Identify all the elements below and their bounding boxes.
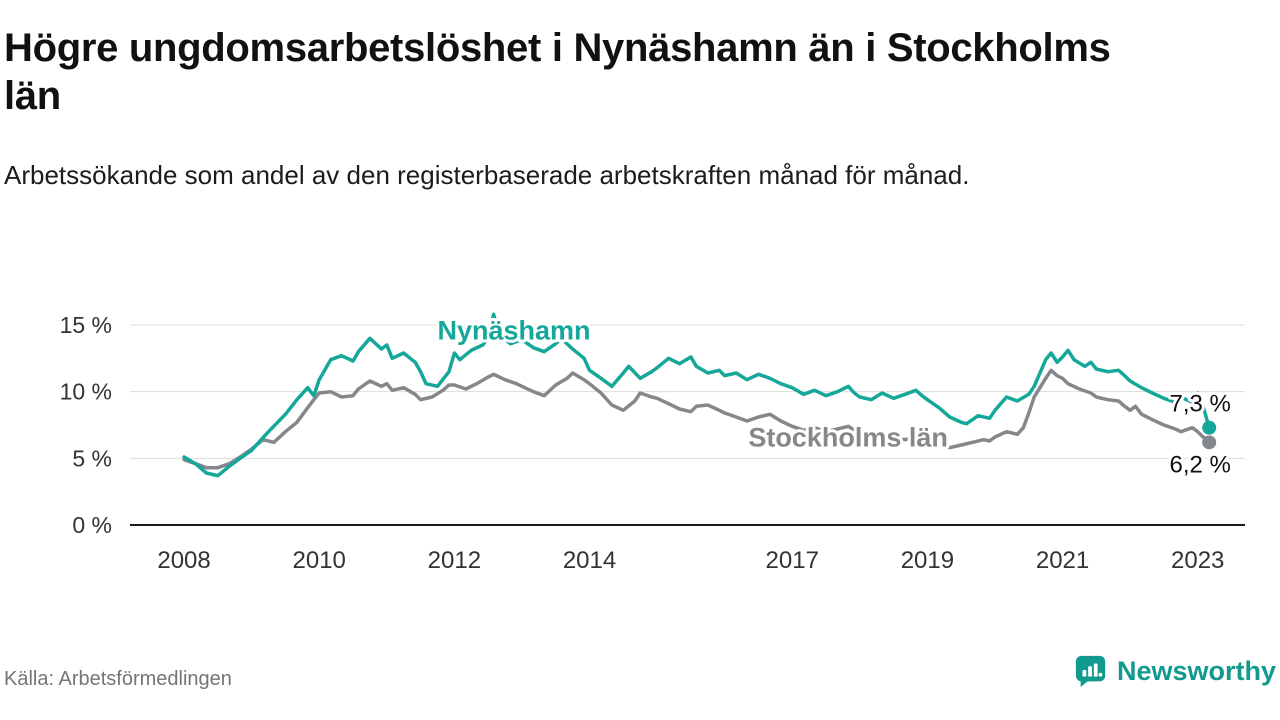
source-note: Källa: Arbetsförmedlingen (4, 668, 232, 690)
x-tick-label-2014: 2014 (563, 547, 616, 574)
x-tick-label-2023: 2023 (1171, 547, 1224, 574)
series-end-dot-nyn-shamn (1202, 420, 1217, 435)
y-tick-label-0: 0 % (72, 512, 112, 538)
series-end-dot-stockholms-l-n (1202, 435, 1217, 450)
chart-title: Högre ungdomsarbetslöshet i Nynäshamn än… (4, 26, 1111, 118)
y-tick-label-15: 15 % (60, 312, 112, 338)
series-label-stockholms-l-n: Stockholms län (748, 422, 948, 452)
y-tick-label-10: 10 % (60, 379, 112, 405)
newsworthy-brand: Newsworthy (1074, 654, 1276, 688)
x-tick-label-2012: 2012 (428, 547, 481, 574)
series-label-nyn-shamn: Nynäshamn (437, 316, 590, 346)
x-tick-label-2010: 2010 (293, 547, 346, 574)
series-line-nyn-shamn (182, 312, 1211, 478)
newsworthy-brand-name: Newsworthy (1116, 655, 1276, 686)
y-tick-label-5: 5 % (72, 445, 112, 471)
series-end-value-nyn-shamn: 7,3 % (1169, 391, 1230, 418)
x-tick-label-2017: 2017 (766, 547, 819, 574)
series-end-value-stockholms-l-n: 6,2 % (1169, 451, 1230, 478)
x-tick-label-2019: 2019 (901, 547, 954, 574)
chart-subtitle: Arbetssökande som andel av den registerb… (4, 160, 970, 190)
series-line-stockholms-l-n (182, 368, 1211, 470)
newsworthy-logo-icon (1075, 655, 1106, 688)
x-tick-label-2021: 2021 (1036, 547, 1089, 574)
x-tick-label-2008: 2008 (157, 547, 210, 574)
